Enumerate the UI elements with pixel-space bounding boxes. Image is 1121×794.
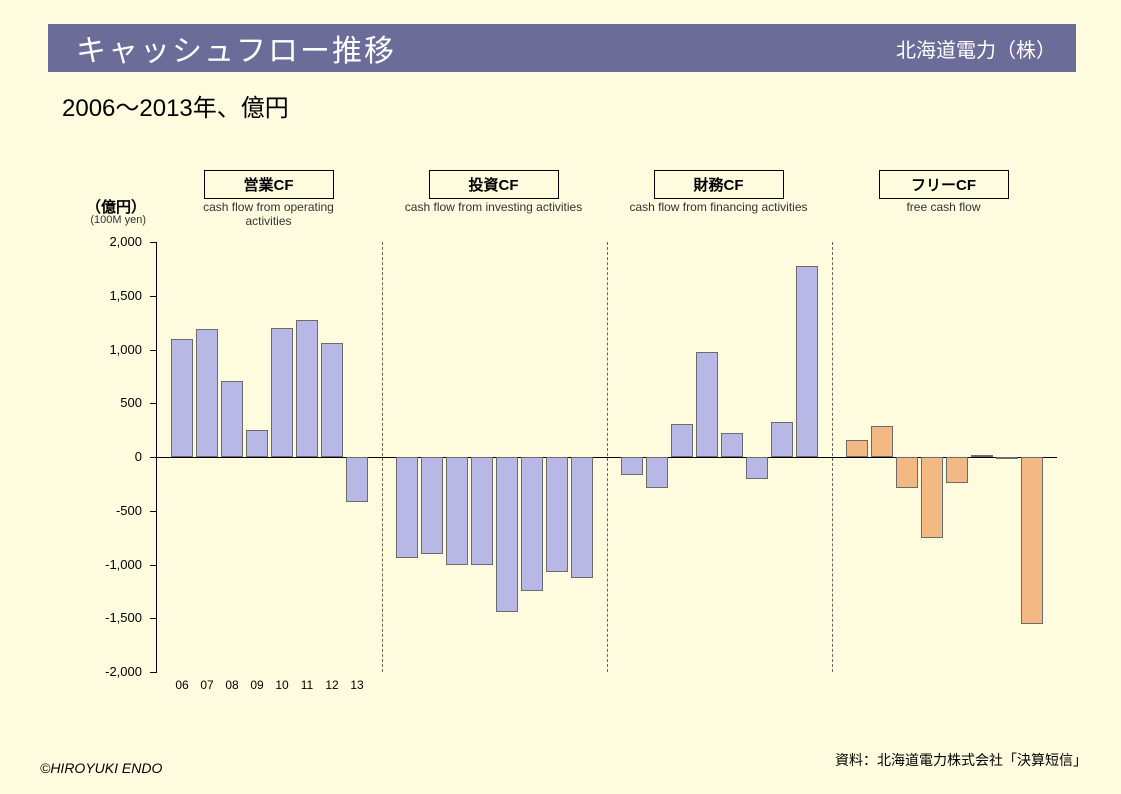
y-tick xyxy=(150,618,157,619)
source-citation: 資料：北海道電力株式会社「決算短信」 xyxy=(835,750,1087,770)
bar xyxy=(646,457,668,488)
x-axis-label: 08 xyxy=(221,678,243,692)
y-axis-tick-label: -1,000 xyxy=(42,557,142,572)
y-axis-tick-label: 1,500 xyxy=(42,288,142,303)
y-axis-subtitle: (100M yen) xyxy=(90,214,146,226)
x-axis-label: 13 xyxy=(346,678,368,692)
group-label-box: フリーCF xyxy=(879,170,1009,199)
bar xyxy=(321,343,343,457)
bar xyxy=(621,457,643,475)
bar xyxy=(296,320,318,457)
group-sublabel: cash flow from investing activities xyxy=(404,200,584,214)
bar xyxy=(346,457,368,502)
bar xyxy=(496,457,518,612)
bar xyxy=(246,430,268,457)
group-sublabel: cash flow from operating activities xyxy=(179,200,359,228)
bar xyxy=(896,457,918,488)
y-axis-tick-label: -500 xyxy=(42,503,142,518)
bar xyxy=(696,352,718,457)
bar xyxy=(871,426,893,457)
y-axis-tick-label: 1,000 xyxy=(42,342,142,357)
y-axis-tick-label: 0 xyxy=(42,449,142,464)
bar xyxy=(846,440,868,457)
y-axis-tick-label: -1,500 xyxy=(42,610,142,625)
bar xyxy=(421,457,443,554)
bar xyxy=(546,457,568,572)
bar xyxy=(271,328,293,457)
bar xyxy=(921,457,943,538)
bar xyxy=(971,455,993,457)
y-tick xyxy=(150,565,157,566)
group-sublabel: cash flow from financing activities xyxy=(629,200,809,214)
bar xyxy=(796,266,818,457)
chart-subtitle: 2006～2013年、億円 xyxy=(62,88,289,123)
y-tick xyxy=(150,242,157,243)
y-axis-tick-label: 500 xyxy=(42,395,142,410)
chart-area: （億円） (100M yen) 2,0001,5001,0005000-500-… xyxy=(62,170,1072,710)
group-label-box: 財務CF xyxy=(654,170,784,199)
x-axis-label: 10 xyxy=(271,678,293,692)
bar xyxy=(221,381,243,457)
copyright: ©HIROYUKI ENDO xyxy=(40,760,162,776)
x-axis-label: 06 xyxy=(171,678,193,692)
x-axis-label: 09 xyxy=(246,678,268,692)
group-label-box: 営業CF xyxy=(204,170,334,199)
bar xyxy=(721,433,743,457)
y-tick xyxy=(150,403,157,404)
group-label-box: 投資CF xyxy=(429,170,559,199)
y-tick xyxy=(150,296,157,297)
bar xyxy=(396,457,418,558)
company-name: 北海道電力（株） xyxy=(896,34,1056,63)
x-axis-label: 11 xyxy=(296,678,318,692)
group-divider xyxy=(382,242,383,672)
bar xyxy=(946,457,968,483)
y-axis-tick-label: 2,000 xyxy=(42,234,142,249)
y-tick xyxy=(150,457,157,458)
header-bar: キャッシュフロー推移 北海道電力（株） xyxy=(48,24,1076,72)
bar xyxy=(446,457,468,565)
y-tick xyxy=(150,672,157,673)
bar xyxy=(671,424,693,457)
group-divider xyxy=(607,242,608,672)
bar xyxy=(771,422,793,457)
bar xyxy=(571,457,593,578)
group-divider xyxy=(832,242,833,672)
bar xyxy=(471,457,493,565)
bar xyxy=(521,457,543,591)
bar xyxy=(1021,457,1043,624)
bar xyxy=(196,329,218,457)
y-tick xyxy=(150,511,157,512)
bar xyxy=(171,339,193,457)
group-sublabel: free cash flow xyxy=(854,200,1034,214)
chart-title: キャッシュフロー推移 xyxy=(76,26,396,70)
bar xyxy=(746,457,768,479)
y-axis-tick-label: -2,000 xyxy=(42,664,142,679)
x-axis-label: 12 xyxy=(321,678,343,692)
bar xyxy=(996,457,1018,459)
x-axis-label: 07 xyxy=(196,678,218,692)
chart-plot: 2,0001,5001,0005000-500-1,000-1,500-2,00… xyxy=(156,242,1056,672)
y-tick xyxy=(150,350,157,351)
